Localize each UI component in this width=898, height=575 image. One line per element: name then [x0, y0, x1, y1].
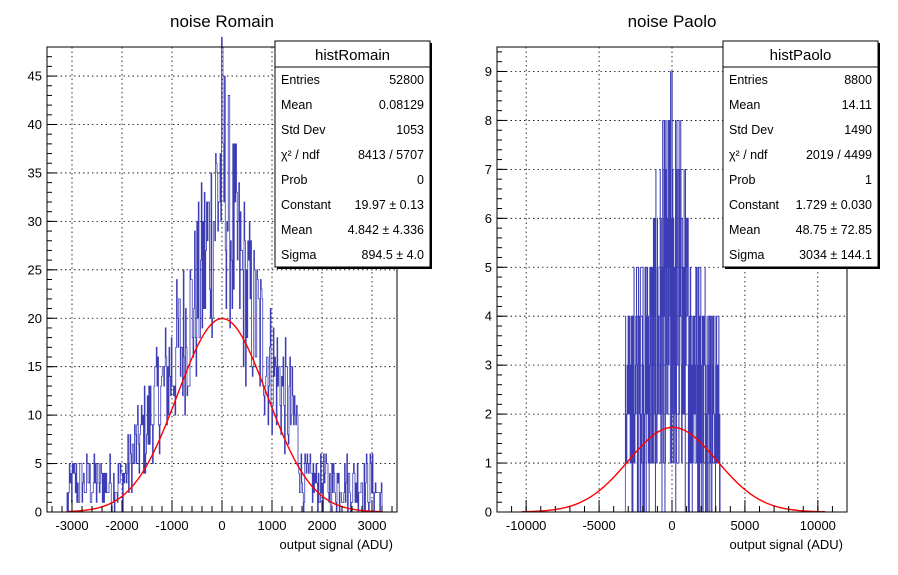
y-tick-label: 0: [485, 505, 492, 520]
y-axis-ticks: 0 1 2 3 4 5 6 7 8 9: [485, 51, 507, 520]
panel-noise-paolo: noise Paolo -10000 -5000 0 5000 10000 0 1 2 3 4 5…: [485, 12, 880, 552]
chart-title: noise Romain: [170, 12, 274, 31]
x-tick-label: -10000: [506, 518, 546, 533]
x-axis-ticks: -3000 -2000 -1000 0 1000 2000 3000: [51, 500, 393, 533]
stats-row-label: χ² / ndf: [281, 148, 320, 162]
y-tick-label: 40: [28, 117, 42, 132]
stats-box-frame: [722, 40, 879, 268]
x-tick-label: 0: [218, 518, 225, 533]
stats-row-value: 0: [417, 173, 424, 187]
y-tick-label: 6: [485, 211, 492, 226]
x-tick-label: 1000: [258, 518, 287, 533]
stats-row-label: Constant: [281, 198, 332, 212]
y-tick-label: 0: [35, 505, 42, 520]
x-axis-ticks: -10000 -5000 0 5000 10000: [506, 500, 836, 533]
stats-box-title: histRomain: [315, 47, 390, 64]
stats-row-label: χ² / ndf: [729, 148, 768, 162]
stats-row-value: 4.842 ± 4.336: [348, 223, 424, 237]
stats-row-label: Sigma: [729, 248, 764, 262]
x-tick-label: 2000: [308, 518, 337, 533]
stats-row-label: Mean: [281, 223, 312, 237]
stats-row-value: 8413 / 5707: [358, 148, 424, 162]
histogram-outline: [66, 36, 383, 513]
stats-box-title: histPaolo: [770, 47, 832, 64]
histogram-outline: [624, 71, 721, 513]
stats-row-value: 1490: [844, 123, 872, 137]
x-tick-label: -2000: [105, 518, 138, 533]
stats-row-label: Entries: [729, 73, 768, 87]
y-tick-label: 2: [485, 407, 492, 422]
y-tick-label: 25: [28, 262, 42, 277]
stats-row-value: 2019 / 4499: [806, 148, 872, 162]
stats-row-label: Prob: [729, 173, 755, 187]
stats-row-value: 8800: [844, 73, 872, 87]
x-tick-label: -3000: [55, 518, 88, 533]
stats-row-value: 19.97 ± 0.13: [355, 198, 424, 212]
y-tick-label: 45: [28, 69, 42, 84]
stats-row-label: Std Dev: [729, 123, 774, 137]
stats-box-frame: [274, 40, 431, 268]
y-tick-label: 15: [28, 359, 42, 374]
stats-row-label: Mean: [729, 98, 760, 112]
x-tick-label: 10000: [800, 518, 836, 533]
stats-row-value: 14.11: [842, 98, 872, 112]
stats-row-label: Sigma: [281, 248, 316, 262]
y-tick-label: 5: [485, 260, 492, 275]
y-tick-label: 20: [28, 311, 42, 326]
y-tick-label: 1: [485, 456, 492, 471]
stats-row-value: 3034 ± 144.1: [799, 248, 872, 262]
stats-row-value: 1: [865, 173, 872, 187]
x-tick-label: 0: [668, 518, 675, 533]
stats-row-label: Mean: [729, 223, 760, 237]
x-axis-label: output signal (ADU): [730, 537, 843, 552]
stats-row-value: 1.729 ± 0.030: [796, 198, 872, 212]
stats-row-value: 894.5 ± 4.0: [362, 248, 425, 262]
y-tick-label: 9: [485, 64, 492, 79]
y-tick-label: 10: [28, 408, 42, 423]
stats-row-label: Std Dev: [281, 123, 326, 137]
y-tick-label: 5: [35, 456, 42, 471]
histogram: [624, 71, 721, 513]
y-tick-label: 3: [485, 358, 492, 373]
y-tick-label: 8: [485, 113, 492, 128]
y-axis-ticks: 0 5 10 15 20 25 30 35 40 45: [28, 56, 57, 520]
stats-row-value: 0.08129: [379, 98, 424, 112]
gaussian-fit-line: [66, 317, 383, 513]
y-tick-label: 30: [28, 214, 42, 229]
x-axis-label: output signal (ADU): [280, 537, 393, 552]
x-tick-label: -5000: [582, 518, 615, 533]
x-tick-label: 3000: [358, 518, 387, 533]
x-tick-label: -1000: [155, 518, 188, 533]
x-tick-label: 5000: [730, 518, 759, 533]
stats-row-value: 1053: [396, 123, 424, 137]
chart-title: noise Paolo: [628, 12, 717, 31]
stats-box: histRomain Entries 52800 Mean 0.08129 Std Dev…: [274, 40, 432, 269]
stats-row-label: Mean: [281, 98, 312, 112]
panel-noise-romain: noise Romain -3000 -2000 -1000 0 1000 2000 300…: [28, 12, 432, 552]
stats-row-label: Constant: [729, 198, 780, 212]
stats-row-value: 52800: [389, 73, 424, 87]
stats-row-value: 48.75 ± 72.85: [796, 223, 872, 237]
y-tick-label: 35: [28, 165, 42, 180]
stats-row-label: Entries: [281, 73, 320, 87]
y-tick-label: 4: [485, 309, 492, 324]
stats-row-label: Prob: [281, 173, 307, 187]
histogram: [66, 36, 383, 513]
fit-curve: [66, 317, 383, 513]
y-tick-label: 7: [485, 162, 492, 177]
